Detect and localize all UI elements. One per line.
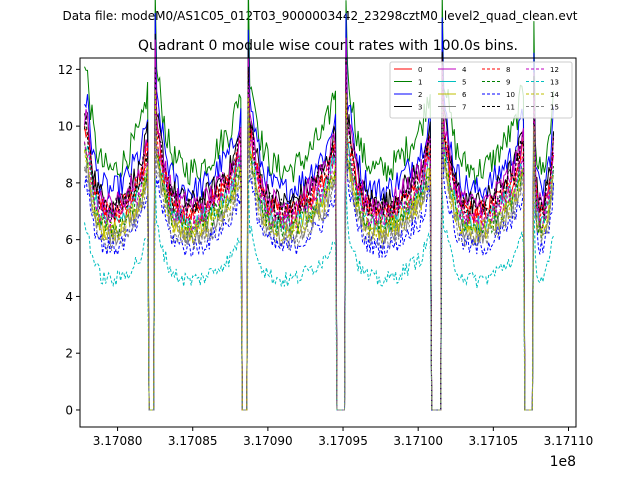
plot-frame	[79, 57, 577, 428]
series-line-4	[84, 37, 554, 411]
y-tick-label: 4	[65, 290, 73, 304]
chart-title: Quadrant 0 module wise count rates with …	[138, 38, 518, 54]
y-tick-label: 2	[65, 347, 73, 361]
x-tick-label: 3.17105	[469, 434, 519, 448]
y-axis: 0 2 4 6 8 10 12	[58, 63, 80, 417]
x-tick-label: 3.17110	[544, 434, 594, 448]
legend-label-12: 12	[550, 66, 559, 74]
x-tick-label: 3.17080	[93, 434, 143, 448]
legend-label-9: 9	[506, 79, 510, 87]
legend-label-1: 1	[418, 79, 422, 87]
series-line-6	[84, 88, 554, 411]
x-tick-label: 3.17095	[318, 434, 368, 448]
series-line-8	[84, 60, 554, 411]
series-line-3	[84, 33, 554, 411]
legend-label-14: 14	[550, 91, 559, 99]
suptitle: Data file: modeM0/AS1C05_012T03_90000034…	[62, 9, 577, 23]
y-tick-label: 8	[65, 176, 73, 190]
x-axis: 3.17080 3.17085 3.17090 3.17095 3.17100 3.171…	[93, 427, 594, 448]
series-line-10	[84, 117, 554, 411]
legend-label-6: 6	[462, 91, 467, 99]
legend-label-10: 10	[506, 91, 515, 99]
legend-label-11: 11	[506, 104, 515, 112]
series-line-2	[84, 12, 554, 411]
series-line-11	[84, 53, 554, 411]
legend-label-2: 2	[418, 91, 422, 99]
y-tick-label: 10	[58, 120, 73, 134]
legend-label-13: 13	[550, 79, 559, 87]
series-line-13	[84, 174, 554, 411]
series-line-12	[84, 64, 554, 411]
legend-label-15: 15	[550, 104, 559, 112]
y-tick-label: 12	[58, 63, 73, 77]
series-line-15	[84, 103, 554, 411]
x-tick-label: 3.17090	[243, 434, 293, 448]
series-line-9	[84, 78, 554, 411]
legend-label-7: 7	[462, 104, 466, 112]
series-lines	[84, 0, 554, 411]
legend-label-8: 8	[506, 66, 510, 74]
y-tick-label: 0	[65, 403, 73, 417]
x-tick-label: 3.17100	[393, 434, 443, 448]
legend-label-4: 4	[462, 66, 467, 74]
legend-label-0: 0	[418, 66, 422, 74]
legend-label-3: 3	[418, 104, 422, 112]
legend-label-5: 5	[462, 79, 466, 87]
legend-box	[389, 61, 573, 119]
y-tick-label: 6	[65, 233, 73, 247]
x-tick-label: 3.17085	[168, 434, 218, 448]
x-offset-label: 1e8	[550, 454, 576, 470]
